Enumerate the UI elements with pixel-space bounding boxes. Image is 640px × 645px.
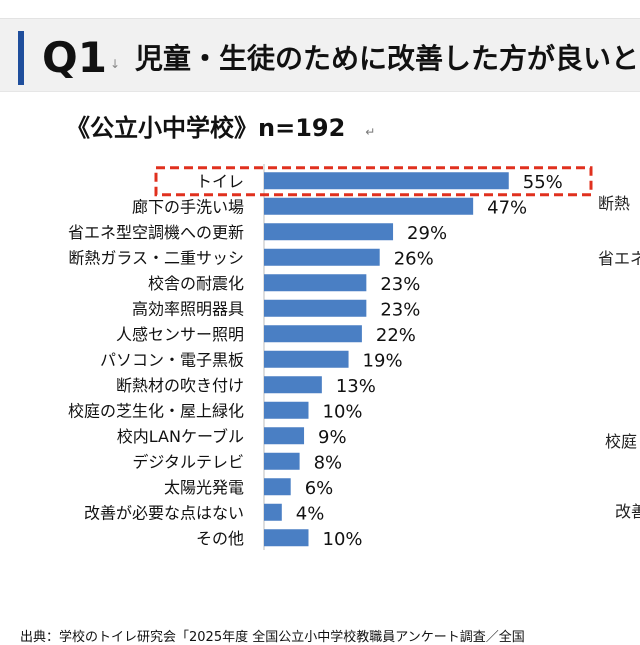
bar [264, 452, 300, 470]
bar [264, 503, 282, 521]
bar [264, 248, 380, 266]
bar [264, 299, 367, 317]
source-footnote: 出典：学校のトイレ研究会「2025年度 全国公立小中学校教職員アンケート調査／全… [20, 630, 525, 645]
value-label: 13% [336, 376, 376, 397]
side-fragment: 省エネ [598, 249, 640, 268]
bar [264, 350, 349, 368]
side-fragment: 校庭 [605, 432, 638, 451]
bar [264, 223, 394, 241]
value-label: 23% [380, 274, 420, 295]
bar [264, 529, 309, 547]
category-label: 改善が必要な点はない [84, 503, 244, 522]
value-label: 4% [296, 503, 325, 524]
value-label: 6% [305, 478, 334, 499]
value-label: 10% [323, 529, 363, 550]
bar [264, 172, 509, 190]
bar [264, 401, 309, 419]
return-mark-icon: ↓ [110, 57, 121, 71]
category-label: 校舎の耐震化 [148, 274, 244, 293]
category-label: その他 [196, 529, 244, 548]
category-label: トイレ [196, 172, 244, 191]
side-fragment: 改善 [615, 502, 640, 521]
category-label: デジタルテレビ [132, 452, 244, 471]
value-label: 9% [318, 427, 347, 448]
bar [264, 274, 367, 292]
category-label: 省エネ型空調機への更新 [68, 223, 244, 242]
chart-subtitle: 《公立小中学校》n=192 ↵ [66, 108, 375, 143]
category-label: 校庭の芝生化・屋上緑化 [68, 401, 244, 420]
category-label: 太陽光発電 [164, 478, 244, 497]
value-label: 19% [363, 350, 403, 371]
return-mark-icon: ↵ [365, 125, 376, 139]
value-label: 23% [380, 299, 420, 320]
bar [264, 427, 305, 445]
subtitle-text: 《公立小中学校》n=192 [66, 114, 346, 142]
value-label: 26% [394, 248, 434, 269]
value-label: 22% [376, 325, 416, 346]
category-label: 廊下の手洗い場 [132, 197, 244, 216]
bar [264, 325, 362, 343]
category-label: パソコン・電子黒板 [100, 350, 244, 369]
value-label: 55% [523, 172, 563, 193]
value-label: 8% [314, 452, 343, 473]
category-label: 断熱ガラス・二重サッシ [68, 248, 244, 267]
side-fragment: 断熱 [598, 194, 631, 213]
header-band: Q1 ↓ 児童・生徒のために改善した方が良いと [0, 18, 640, 92]
category-label: 人感センサー照明 [116, 325, 244, 344]
bar [264, 376, 322, 394]
category-label: 校内LANケーブル [117, 427, 244, 446]
question-number: Q1 [42, 33, 107, 82]
bar [264, 478, 291, 496]
value-label: 47% [487, 197, 527, 218]
highlight-box [154, 166, 593, 197]
bar [264, 197, 474, 215]
category-label: 断熱材の吹き付け [116, 376, 244, 395]
header-accent-bar [18, 31, 24, 85]
category-label: 高効率照明器具 [132, 299, 244, 318]
value-label: 29% [407, 223, 447, 244]
value-label: 10% [323, 401, 363, 422]
bar-chart: トイレ 55% 廊下の手洗い場 47% 省エネ型空調機への更新 29% 断熱ガラス・二重サッ… [68, 164, 593, 550]
question-title: 児童・生徒のために改善した方が良いと [135, 42, 640, 75]
